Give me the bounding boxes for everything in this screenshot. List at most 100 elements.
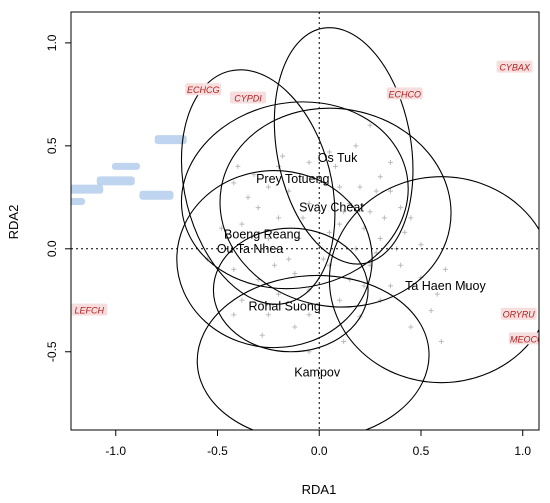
group-ellipse <box>273 27 414 265</box>
group-ellipse <box>180 101 409 290</box>
site-points <box>204 122 469 355</box>
site-point <box>434 291 440 297</box>
site-point <box>337 184 343 190</box>
site-point <box>231 180 237 186</box>
species-label-highlight <box>496 60 533 73</box>
x-tick-label: 1.0 <box>514 444 531 458</box>
site-point <box>357 184 363 190</box>
site-point <box>245 194 251 200</box>
group-label: Rohal Suong <box>249 299 321 313</box>
species-label: LEFCH <box>75 306 105 316</box>
axes: -1.0 -0.5 0.0 0.5 1.0 -0.5 0.0 0.5 1.0 <box>45 12 539 458</box>
site-point <box>387 188 393 194</box>
site-point <box>387 159 393 165</box>
site-point <box>219 225 225 231</box>
group-label: Ou Ta Nhea <box>217 242 284 256</box>
y-tick-label: 0.0 <box>45 240 59 257</box>
site-point <box>239 221 245 227</box>
group-ellipse <box>180 69 336 305</box>
x-tick-label: 0.0 <box>311 444 328 458</box>
site-point <box>347 200 353 206</box>
site-point <box>259 332 265 338</box>
species-label-highlight <box>500 307 537 320</box>
group-ellipse <box>212 227 369 353</box>
group-label: Prey Totueng <box>256 172 329 186</box>
y-tick-label: 0.5 <box>45 137 59 154</box>
site-point <box>306 159 312 165</box>
y-tick-label: -0.5 <box>45 341 59 362</box>
site-point <box>265 236 271 242</box>
species-label: ORYRU <box>503 310 536 320</box>
site-point <box>367 209 373 215</box>
group-ellipse <box>176 170 373 349</box>
group-ellipse <box>328 176 539 384</box>
site-point <box>398 205 404 211</box>
site-point <box>463 283 469 289</box>
blurred-species-label <box>96 176 135 186</box>
site-point <box>292 324 298 330</box>
site-point <box>398 262 404 268</box>
blurred-species-label <box>154 135 187 145</box>
site-point <box>337 297 343 303</box>
site-point <box>326 262 332 268</box>
site-point <box>418 242 424 248</box>
species-label-highlight <box>386 87 423 100</box>
site-point <box>292 271 298 277</box>
species-label-highlight <box>71 303 108 316</box>
site-point <box>280 153 286 159</box>
site-point <box>239 297 245 303</box>
species-labels: ECHCG CYPDI ECHCO CYBAX LEFCH ORYRU MEOCC <box>71 60 544 345</box>
site-point <box>387 283 393 289</box>
site-point <box>326 229 332 235</box>
site-point <box>265 184 271 190</box>
y-axis-label: RDA2 <box>6 205 21 240</box>
y-tick-label: 1.0 <box>45 34 59 51</box>
group-ellipse <box>219 107 452 308</box>
site-point <box>428 308 434 314</box>
group-labels: Os Tuk Prey Totueng Svay Cheat Boeng ReangO… <box>217 151 487 379</box>
species-label: ECHCO <box>388 89 421 99</box>
group-label: Kampov <box>294 365 341 379</box>
site-point <box>367 122 373 128</box>
x-tick-label: 0.5 <box>413 444 430 458</box>
site-point <box>286 188 292 194</box>
site-point <box>373 250 379 256</box>
blurred-species-label <box>139 190 174 200</box>
site-point <box>265 312 271 318</box>
site-point <box>306 200 312 206</box>
site-point <box>438 338 444 344</box>
species-label-highlight <box>508 332 539 345</box>
species-label: CYBAX <box>499 63 531 73</box>
blurred-species-label <box>71 197 86 205</box>
blurred-species-label <box>111 162 140 170</box>
group-ellipses <box>176 27 539 430</box>
site-point <box>276 215 282 221</box>
x-tick-label: -1.0 <box>105 444 126 458</box>
site-point <box>326 149 332 155</box>
species-label-highlight <box>230 91 267 104</box>
site-point <box>296 236 302 242</box>
x-axis-label: RDA1 <box>302 482 337 497</box>
site-point <box>255 205 261 211</box>
blurred-species-label <box>71 184 104 194</box>
site-point <box>235 163 241 169</box>
site-point <box>320 256 326 262</box>
group-ellipse <box>196 274 430 430</box>
site-point <box>276 291 282 297</box>
site-point <box>402 229 408 235</box>
site-point <box>271 262 277 268</box>
plot-border <box>70 11 540 431</box>
species-label: CYPDI <box>234 93 262 103</box>
site-point <box>341 209 347 215</box>
species-label: MEOCC <box>510 334 544 344</box>
group-label: Ta Haen Muoy <box>405 279 486 293</box>
site-point <box>381 215 387 221</box>
site-point <box>408 215 414 221</box>
site-point <box>231 312 237 318</box>
group-label: Svay Cheat <box>299 201 364 215</box>
site-point <box>377 236 383 242</box>
site-point <box>408 324 414 330</box>
site-point <box>377 174 383 180</box>
site-point <box>337 221 343 227</box>
